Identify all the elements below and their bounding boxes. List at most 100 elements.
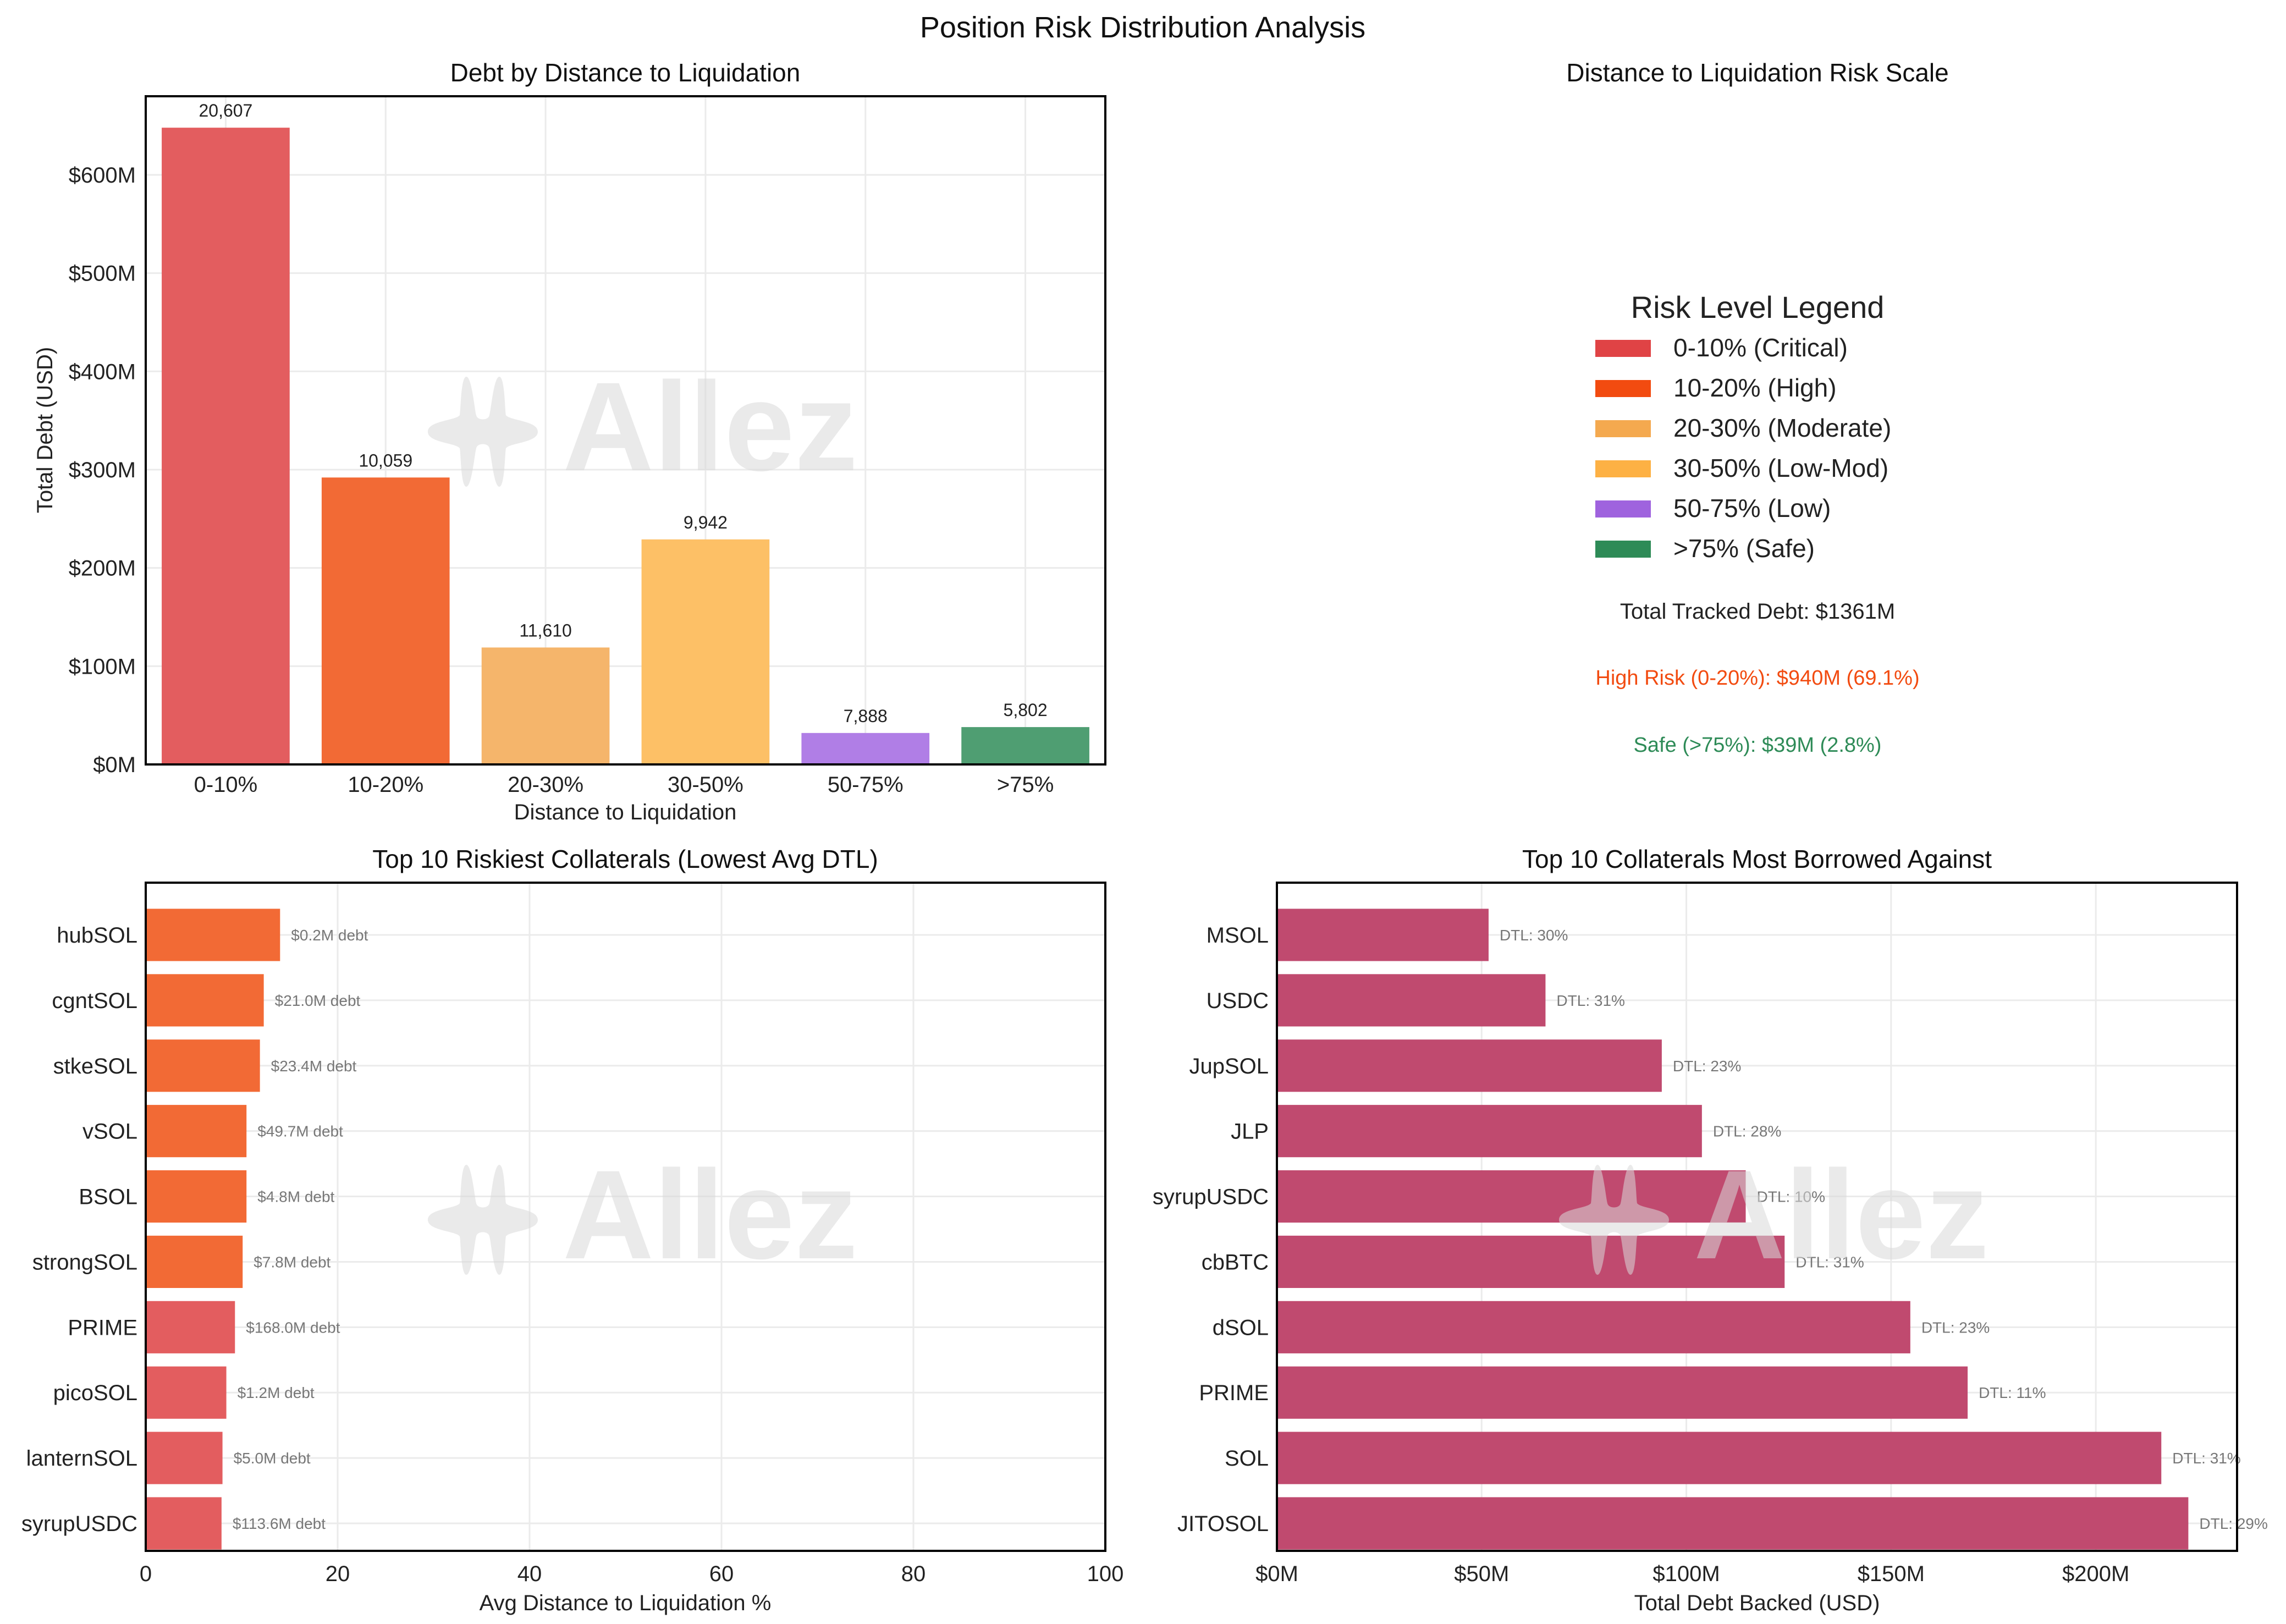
legend-swatch — [1595, 340, 1651, 357]
legend-swatch — [1595, 380, 1651, 397]
bar-label: $49.7M debt — [257, 1123, 343, 1140]
legend-swatch — [1595, 420, 1651, 437]
bar — [146, 1301, 235, 1353]
watermark-text: Allez — [563, 356, 858, 497]
bar — [321, 477, 450, 764]
bar — [1277, 1432, 2162, 1484]
y-tick-label: PRIME — [1199, 1381, 1269, 1405]
bar-label: 10,059 — [359, 450, 412, 470]
y-tick-label: MSOL — [1207, 923, 1269, 948]
star-icon — [428, 377, 538, 487]
bar — [1277, 1235, 1785, 1288]
bar-label: $4.8M debt — [257, 1188, 334, 1205]
chart-title: Debt by Distance to Liquidation — [450, 58, 801, 87]
bar-label: 20,607 — [199, 101, 252, 120]
y-tick-label: $0M — [93, 753, 136, 777]
bar-label: $0.2M debt — [291, 927, 368, 944]
y-axis-label: Total Debt (USD) — [33, 347, 57, 513]
legend-swatch — [1595, 460, 1651, 477]
bar — [641, 539, 770, 764]
legend-label: 20-30% (Moderate) — [1673, 414, 1891, 442]
x-tick-label: 60 — [709, 1562, 734, 1586]
y-tick-label: $100M — [69, 654, 136, 679]
x-tick-label: 100 — [1087, 1562, 1124, 1586]
y-tick-label: dSOL — [1213, 1315, 1269, 1340]
legend-label: 50-75% (Low) — [1673, 494, 1831, 522]
bar-label: $5.0M debt — [234, 1450, 311, 1467]
y-tick-label: JLP — [1231, 1120, 1269, 1144]
x-tick-label: 80 — [901, 1562, 926, 1586]
bar — [146, 1235, 243, 1288]
chart-title: Top 10 Riskiest Collaterals (Lowest Avg … — [372, 845, 878, 873]
bar-label: $113.6M debt — [233, 1515, 326, 1532]
bar-label: $21.0M debt — [275, 992, 361, 1009]
bar-label: DTL: 31% — [2172, 1450, 2241, 1467]
x-tick-label: 0-10% — [194, 773, 258, 797]
bar-label: 7,888 — [844, 706, 888, 726]
y-tick-label: BSOL — [79, 1185, 137, 1209]
x-axis-label: Distance to Liquidation — [514, 800, 737, 824]
x-tick-label: 30-50% — [668, 773, 743, 797]
bar — [146, 1497, 222, 1550]
x-tick-label: $50M — [1454, 1562, 1509, 1586]
bar-label: 9,942 — [684, 513, 728, 532]
panel-title: Distance to Liquidation Risk Scale — [1566, 58, 1948, 87]
bar — [1277, 1366, 1968, 1419]
y-tick-label: $400M — [69, 360, 136, 384]
x-axis-label: Avg Distance to Liquidation % — [480, 1591, 772, 1615]
bar-label: DTL: 23% — [1921, 1319, 1990, 1336]
legend-label: 30-50% (Low-Mod) — [1673, 454, 1888, 482]
bar — [146, 1366, 227, 1419]
chart-title: Top 10 Collaterals Most Borrowed Against — [1522, 845, 1992, 873]
bar — [146, 974, 264, 1027]
y-tick-label: strongSOL — [32, 1250, 137, 1274]
x-tick-label: $200M — [2062, 1562, 2129, 1586]
y-tick-label: lanternSOL — [26, 1446, 137, 1471]
bar — [1277, 1497, 2189, 1550]
bar — [146, 1170, 247, 1223]
x-tick-label: >75% — [997, 773, 1054, 797]
bar-label: DTL: 28% — [1713, 1123, 1782, 1140]
bar-label: DTL: 31% — [1556, 992, 1625, 1009]
y-tick-label: syrupUSDC — [21, 1512, 137, 1536]
x-tick-label: 20 — [326, 1562, 350, 1586]
y-tick-label: vSOL — [82, 1120, 137, 1144]
legend-swatch — [1595, 541, 1651, 558]
legend-label: >75% (Safe) — [1673, 534, 1815, 563]
star-icon — [1559, 1165, 1669, 1275]
bar — [801, 733, 930, 764]
bar-label: $1.2M debt — [238, 1384, 315, 1401]
bar-label: $7.8M debt — [254, 1253, 330, 1270]
bar — [162, 128, 290, 764]
bar — [146, 1105, 247, 1158]
bar — [146, 909, 280, 961]
bar — [961, 727, 1089, 764]
y-tick-label: syrupUSDC — [1153, 1185, 1269, 1209]
y-tick-label: picoSOL — [53, 1381, 137, 1405]
x-tick-label: 40 — [517, 1562, 542, 1586]
bar — [1277, 909, 1489, 961]
y-tick-label: JITOSOL — [1177, 1512, 1269, 1536]
y-tick-label: $200M — [69, 557, 136, 581]
star-icon — [428, 1165, 538, 1275]
y-tick-label: USDC — [1207, 989, 1269, 1013]
y-tick-label: cbBTC — [1202, 1250, 1269, 1274]
bar-label: DTL: 31% — [1795, 1253, 1864, 1270]
bar — [481, 647, 610, 764]
bar — [146, 1039, 260, 1092]
legend-swatch — [1595, 500, 1651, 518]
y-tick-label: PRIME — [68, 1315, 137, 1340]
watermark-logo-icon: Allez — [428, 1144, 858, 1285]
bar-label: DTL: 11% — [1979, 1384, 2046, 1401]
y-tick-label: stkeSOL — [53, 1054, 137, 1078]
x-tick-label: 20-30% — [508, 773, 583, 797]
y-tick-label: $500M — [69, 262, 136, 286]
riskiest-collaterals-chart: Top 10 Riskiest Collaterals (Lowest Avg … — [21, 845, 1124, 1615]
y-tick-label: hubSOL — [57, 923, 137, 948]
x-tick-label: $100M — [1652, 1562, 1720, 1586]
bar — [146, 1432, 223, 1484]
watermark-text: Allez — [563, 1144, 858, 1285]
watermark-text: Allez — [1694, 1144, 1989, 1285]
bar-label: $23.4M debt — [271, 1058, 357, 1075]
